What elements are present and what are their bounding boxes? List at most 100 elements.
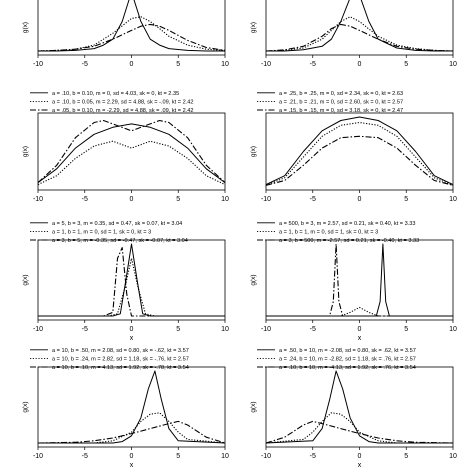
legend-3-right: a = .50, b = 10, m = -2.08, sd = 0.80, s… [257, 348, 416, 371]
series-line-dotted [265, 121, 454, 186]
x-tick-label: -5 [310, 61, 316, 68]
x-tick-label: -10 [33, 453, 43, 460]
x-tick-label: -5 [82, 326, 88, 333]
series-line-solid [38, 370, 226, 444]
legend-1-right: a = .25, b = .25, m = 0, sd = 2.34, sk =… [257, 91, 403, 114]
legend-entry: a = 1, b = 1, m = 0, sd = 1, sk = 0, kt … [279, 230, 378, 236]
series-line-dash-dot [38, 247, 225, 317]
series-line-solid [266, 0, 453, 52]
legend-entry: a = 1, b = 1, m = 0, sd = 1, sk = 0, kt … [52, 230, 151, 236]
x-tick-label: 5 [404, 61, 408, 68]
x-tick-label: 0 [130, 326, 134, 333]
y-axis-label: g(x) [250, 22, 257, 33]
y-axis-label: g(x) [250, 146, 257, 157]
x-tick-label: -5 [82, 196, 88, 203]
panel-4: -10 -5 0 5 10 g(x) [250, 112, 457, 203]
legend-entry: a = .21, b = .21, m = 0, sd = 2.60, sk =… [279, 100, 403, 106]
plot-frame [265, 0, 454, 56]
series-line-dotted [266, 306, 453, 317]
series-line-dotted [38, 257, 225, 317]
series-line-solid [38, 243, 225, 317]
series-line-dotted [265, 412, 453, 444]
panel-8: -10 -5 0 5 10 x g(x) [250, 366, 457, 469]
series-line-dash-dot [266, 243, 453, 317]
x-tick-label: 10 [449, 196, 457, 203]
x-tick-label: 10 [221, 61, 229, 68]
x-axis-label: x [358, 335, 362, 342]
legend-entry: a = 10, b = .24, m = 2.82, sd = 1.18, sk… [52, 357, 189, 363]
panel-5: -10 -5 0 5 10 x g(x) [22, 239, 229, 342]
series-line-dash-dot [265, 135, 454, 186]
legend-entry: a = 10, b = .10, m = 4.13, sd = 1.92, sk… [52, 365, 189, 371]
x-axis-label: x [130, 335, 134, 342]
x-tick-label: -10 [33, 326, 43, 333]
x-tick-label: -10 [261, 196, 271, 203]
series-line-solid [266, 243, 453, 317]
x-tick-label: 5 [404, 196, 408, 203]
x-tick-label: 0 [130, 61, 134, 68]
plot-frame [37, 112, 226, 191]
x-tick-label: 10 [221, 453, 229, 460]
y-axis-label: g(x) [22, 401, 29, 412]
x-tick-label: 0 [130, 453, 134, 460]
x-tick-label: -5 [310, 196, 316, 203]
series-line-solid [265, 370, 453, 444]
legend-entry: a = .25, b = .25, m = 0, sd = 2.34, sk =… [279, 91, 403, 97]
x-tick-label: -10 [261, 61, 271, 68]
series-line-dash-dot [37, 119, 226, 184]
panel-1: -10 -5 0 5 10 g(x) [22, 0, 229, 68]
x-axis-label: x [130, 462, 134, 469]
series-line-dash-dot [37, 420, 226, 444]
legend-entry: a = .10, b = 0.10, m = 0, sd = 4.03, sk … [52, 91, 179, 97]
panel-3: -10 -5 0 5 10 g(x) [22, 112, 229, 203]
x-tick-label: 10 [449, 453, 457, 460]
panel-6: -10 -5 0 5 10 x g(x) [250, 239, 457, 342]
x-tick-label: -5 [310, 326, 316, 333]
x-tick-label: 0 [358, 61, 362, 68]
legend-entry: a = 500, b = 3, m = 2.57, sd = 0.21, sk … [279, 221, 416, 227]
legend-entry: a = .50, b = 10, m = -2.08, sd = 0.80, s… [279, 348, 416, 354]
x-tick-label: -10 [261, 326, 271, 333]
panel-7: -10 -5 0 5 10 x g(x) [22, 366, 229, 469]
legend-entry: a = 10, b = .50, m = 2.08, sd = 0.80, sk… [52, 348, 189, 354]
y-axis-label: g(x) [22, 22, 29, 33]
x-tick-label: -5 [82, 61, 88, 68]
x-tick-label: -10 [261, 453, 271, 460]
legend-entry: a = .05, b = 0.10, m = -2.29, sd = 4.88,… [52, 108, 194, 114]
x-tick-label: 5 [176, 326, 180, 333]
x-tick-label: 10 [221, 196, 229, 203]
legend-3-left: a = 10, b = .50, m = 2.08, sd = 0.80, sk… [30, 348, 189, 371]
legend-entry: a = 3, b = 500, m = -2.57, sd = 0.21, sk… [279, 238, 419, 244]
x-tick-label: 5 [404, 453, 408, 460]
legend-entry: a = .15, b = .15, m = 0, sd = 3.18, sk =… [279, 108, 403, 114]
series-line-dash-dot [265, 23, 454, 52]
legend-2-left: a = 5, b = 3, m = 0.35, sd = 0.47, sk = … [30, 221, 188, 244]
x-tick-label: 10 [221, 326, 229, 333]
legend-2-right: a = 500, b = 3, m = 2.57, sd = 0.21, sk … [257, 221, 419, 244]
series-line-solid [37, 123, 226, 184]
x-tick-label: 5 [176, 61, 180, 68]
y-axis-label: g(x) [22, 274, 29, 285]
legend-entry: a = 5, b = 3, m = 0.35, sd = 0.47, sk = … [52, 221, 182, 227]
legend-1-left: a = .10, b = 0.10, m = 0, sd = 4.03, sk … [30, 91, 194, 114]
series-line-dash-dot [37, 23, 226, 52]
x-tick-label: -10 [33, 196, 43, 203]
legend-entry: a = 3, b = 5, m = -0.35, sd = -0.47, sk … [52, 238, 188, 244]
series-line-dotted [37, 16, 226, 52]
x-tick-label: 0 [358, 196, 362, 203]
plot-frame [37, 239, 226, 321]
legend-entry: a = .10, b = 10, m = -4.13, sd = 1.92, s… [279, 365, 416, 371]
series-line-dash-dot [265, 420, 454, 444]
plot-frame [265, 112, 454, 191]
x-tick-label: 0 [358, 326, 362, 333]
panel-2: -10 -5 0 5 10 g(x) [250, 0, 457, 68]
x-tick-label: -5 [310, 453, 316, 460]
series-line-dotted [37, 140, 226, 186]
x-tick-label: 5 [404, 326, 408, 333]
series-line-solid [265, 116, 454, 186]
x-tick-label: 0 [130, 196, 134, 203]
legend-entry: a = .24, b = 10, m = -2.82, sd = 1.18, s… [279, 357, 416, 363]
x-tick-label: 5 [176, 453, 180, 460]
series-line-solid [38, 0, 225, 52]
